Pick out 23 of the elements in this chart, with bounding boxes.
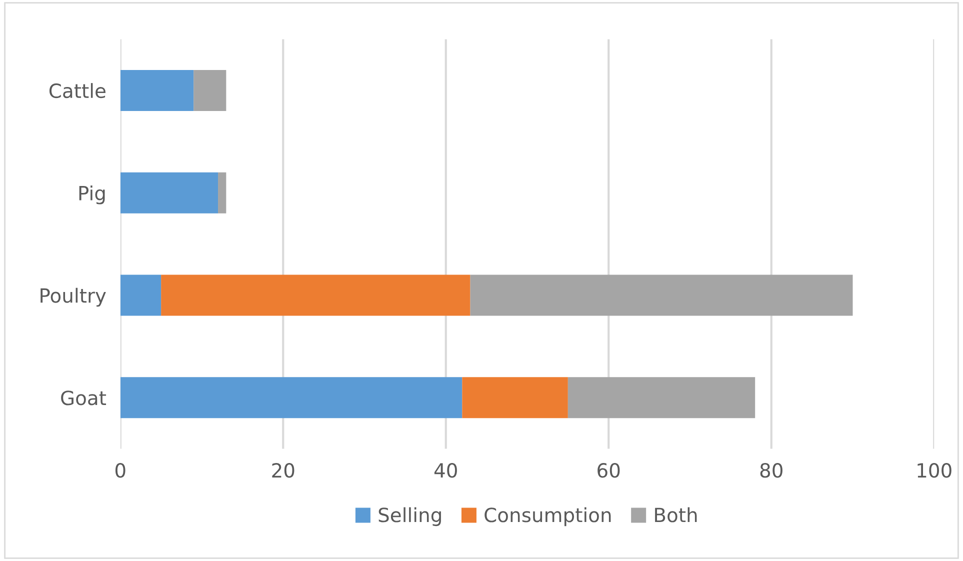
x-tick-label: 20 bbox=[272, 463, 294, 478]
y-tick-label: Cattle bbox=[49, 83, 106, 98]
bar bbox=[218, 172, 226, 214]
legend-label: Consumption bbox=[484, 507, 611, 526]
bar bbox=[568, 377, 756, 418]
x-tick-label: 40 bbox=[434, 463, 457, 478]
bar bbox=[161, 274, 470, 316]
legend-label: Selling bbox=[378, 507, 441, 526]
bar bbox=[470, 274, 853, 316]
bar bbox=[120, 172, 218, 214]
y-tick-label: Poultry bbox=[40, 288, 106, 307]
bar bbox=[194, 70, 226, 111]
bar bbox=[120, 274, 162, 316]
bar bbox=[120, 70, 194, 111]
legend-label: Both bbox=[655, 507, 697, 522]
x-tick-label: 60 bbox=[598, 463, 620, 478]
bar bbox=[462, 377, 568, 418]
bar bbox=[120, 377, 462, 418]
x-tick-label: 100 bbox=[918, 463, 952, 478]
y-tick-label: Pig bbox=[79, 185, 105, 204]
y-tick-label: Goat bbox=[61, 390, 106, 406]
x-tick-label: 0 bbox=[115, 463, 126, 478]
x-tick-label: 80 bbox=[760, 463, 782, 478]
